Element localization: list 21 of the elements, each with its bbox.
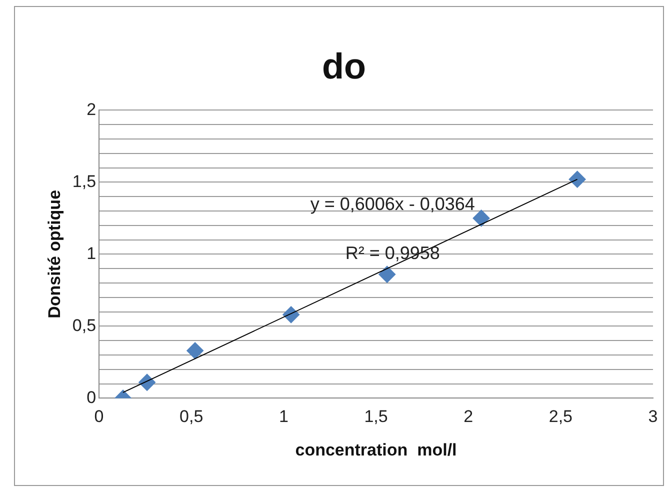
y-tick-label: 0 <box>86 388 96 407</box>
y-tick-label: 0,5 <box>72 316 96 335</box>
y-tick-label: 2 <box>86 100 96 119</box>
x-tick-label: 2,5 <box>548 407 572 426</box>
point <box>568 170 586 188</box>
x-tick-label: 3 <box>648 407 658 426</box>
annotation: y = 0,6006x - 0,0364 <box>310 194 475 214</box>
point <box>138 374 156 391</box>
point <box>378 266 396 283</box>
point <box>472 210 490 227</box>
point <box>186 342 204 360</box>
x-axis-title: concentration mol/l <box>295 440 457 460</box>
chart-title: do <box>322 46 366 87</box>
x-tick-label: 1,5 <box>364 407 388 426</box>
x-tick-label: 0,5 <box>180 407 204 426</box>
point <box>282 306 300 324</box>
y-axis-title: Donsité optique <box>44 190 64 318</box>
x-tick-label: 2 <box>464 407 474 426</box>
y-tick-label: 1,5 <box>72 172 96 191</box>
x-tick-label: 1 <box>278 407 288 426</box>
y-tick-label: 1 <box>86 244 96 263</box>
